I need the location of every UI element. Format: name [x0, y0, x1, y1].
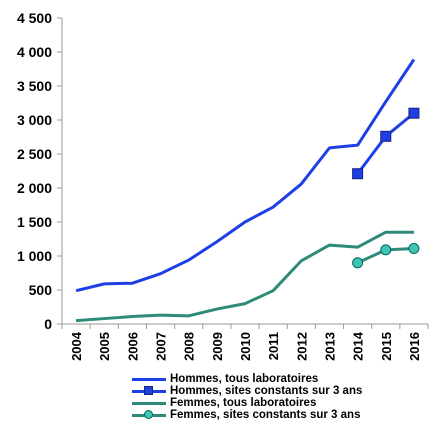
- x-tick-label: 2013: [322, 332, 337, 361]
- x-tick-label: 2010: [238, 332, 253, 361]
- x-tick-label: 2011: [266, 332, 281, 360]
- y-tick-label: 4 000: [17, 44, 52, 60]
- data-point: [380, 244, 392, 256]
- axes: [61, 18, 428, 325]
- data-point: [408, 243, 420, 255]
- series-line: [356, 112, 415, 175]
- series-line: [75, 230, 414, 323]
- legend-item-femmes-constants: Femmes, sites constants sur 3 ans: [132, 409, 362, 421]
- plot-area: [75, 58, 420, 323]
- data-point: [352, 168, 364, 180]
- series-line: [75, 58, 416, 293]
- y-tick-label: 0: [44, 316, 52, 332]
- x-tick-label: 2008: [182, 332, 197, 361]
- x-tick-label: 2009: [210, 332, 225, 361]
- y-axis: 0 500 1 000 1 500 2 000 2 500 3 000 3 500 4 000 4…: [17, 10, 62, 332]
- y-tick-label: 2 000: [17, 180, 52, 196]
- legend-swatch: [132, 397, 166, 409]
- legend-swatch: [132, 385, 166, 397]
- legend-swatch: [132, 373, 166, 385]
- x-tick-label: 2006: [125, 332, 140, 361]
- y-tick-label: 3 500: [17, 78, 52, 94]
- data-point: [408, 107, 420, 119]
- legend-label: Femmes, tous laboratoires: [170, 397, 317, 409]
- legend-label: Hommes, tous laboratoires: [170, 373, 319, 385]
- series-0: [75, 58, 416, 293]
- series-2: [75, 230, 414, 323]
- x-tick-label: 2012: [294, 332, 309, 361]
- legend-item-hommes-tous: Hommes, tous laboratoires: [132, 373, 362, 385]
- series-3: [352, 243, 420, 269]
- x-axis: 2004 2005 2006 2007 2008 2009 2010 2011 2012 2013…: [61, 324, 429, 361]
- x-tick-label: 2014: [351, 331, 366, 361]
- y-tick-label: 500: [29, 282, 53, 298]
- x-tick-label: 2015: [379, 332, 394, 361]
- legend-item-femmes-tous: Femmes, tous laboratoires: [132, 397, 362, 409]
- y-tick-label: 4 500: [17, 10, 52, 26]
- x-tick-label: 2005: [97, 332, 112, 361]
- y-tick-label: 3 000: [17, 112, 52, 128]
- legend-label: Hommes, sites constants sur 3 ans: [170, 385, 363, 397]
- y-tick-label: 1 500: [17, 214, 52, 230]
- legend-label: Femmes, sites constants sur 3 ans: [170, 409, 361, 421]
- y-tick-label: 1 000: [17, 248, 52, 264]
- series-1: [352, 107, 420, 180]
- legend-item-hommes-constants: Hommes, sites constants sur 3 ans: [132, 385, 362, 397]
- x-tick-label: 2016: [407, 332, 422, 361]
- legend: Hommes, tous laboratoires Hommes, sites …: [132, 373, 362, 421]
- x-tick-label: 2004: [69, 331, 84, 361]
- y-tick-label: 2 500: [17, 146, 52, 162]
- legend-swatch: [132, 409, 166, 421]
- data-point: [380, 130, 392, 142]
- data-point: [352, 257, 364, 269]
- x-tick-label: 2007: [154, 332, 169, 361]
